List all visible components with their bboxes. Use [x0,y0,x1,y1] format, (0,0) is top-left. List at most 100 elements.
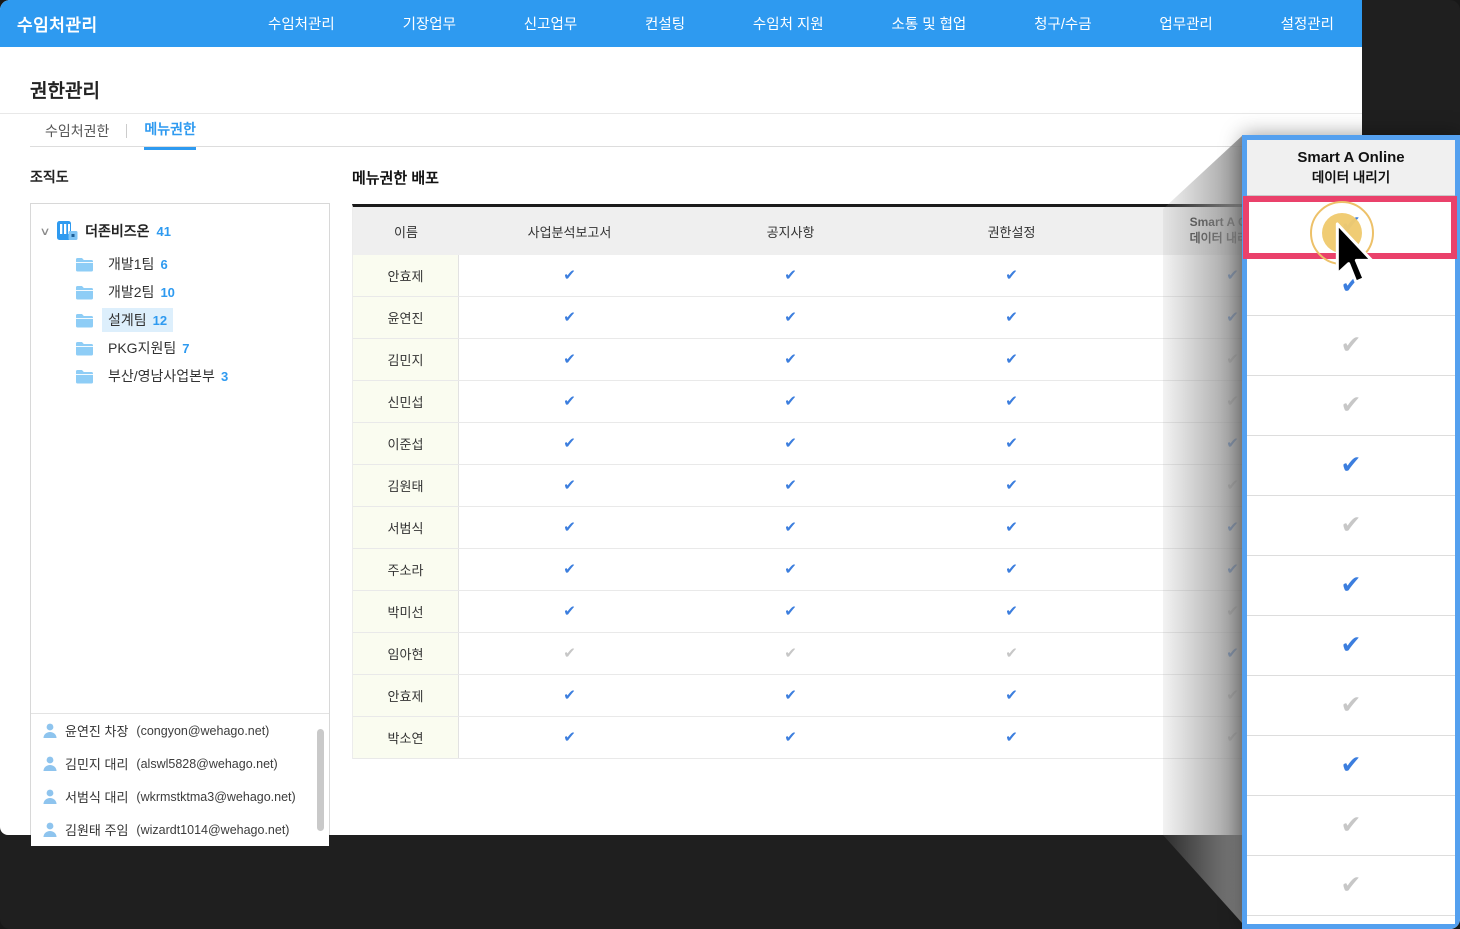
tree-item-team-1[interactable]: 개발2팀 10 [75,277,187,307]
check-icon[interactable]: ✔ [784,603,797,620]
check-icon[interactable]: ✔ [784,435,797,452]
tree-item-count: 7 [182,340,190,356]
check-icon[interactable]: ✔ [1005,477,1018,494]
tree-item-label: 개발1팀 [108,256,155,272]
check-icon[interactable]: ✔ [1005,603,1018,620]
check-icon[interactable]: ✔ [1005,393,1018,410]
member-item-0[interactable]: 윤연진 차장 (congyon@wehago.net) [31,714,329,747]
check-icon[interactable]: ✔ [1340,571,1362,599]
check-icon[interactable]: ✔ [563,603,576,620]
check-icon[interactable]: ✔ [563,561,576,578]
person-icon [43,789,57,804]
chevron-down-icon[interactable]: ∨ [39,225,51,238]
check-icon[interactable]: ✔ [1005,561,1018,578]
check-icon[interactable]: ✔ [1340,751,1362,779]
check-icon[interactable]: ✔ [1340,451,1362,479]
check-icon[interactable]: ✔ [1005,309,1018,326]
check-icon[interactable]: ✔ [1005,687,1018,704]
check-icon[interactable]: ✔ [1005,267,1018,284]
check-icon[interactable]: ✔ [1005,729,1018,746]
check-icon[interactable]: ✔ [784,267,797,284]
permission-cell: ✔ [680,339,901,380]
tree-item-team-4[interactable]: 부산/영남사업본부 3 [75,361,240,391]
check-icon[interactable]: ✔ [1340,871,1362,899]
employee-name: 안효제 [353,255,459,296]
check-icon[interactable]: ✔ [1340,691,1362,719]
check-icon[interactable]: ✔ [1340,511,1362,539]
nav-menu: 수임처관리 기장업무 신고업무 컨설팅 수임처 지원 소통 및 협업 청구/수금 업무관리 설정… [262,0,1340,47]
check-icon[interactable]: ✔ [784,351,797,368]
check-icon[interactable]: ✔ [784,519,797,536]
magnifier-row-2: ✔ [1247,316,1455,376]
page-title: 권한관리 [30,81,100,102]
check-icon[interactable]: ✔ [563,729,576,746]
permission-cell: ✔ [680,591,901,632]
check-icon[interactable]: ✔ [784,477,797,494]
check-icon[interactable]: ✔ [784,645,797,662]
check-icon[interactable]: ✔ [563,435,576,452]
check-icon[interactable]: ✔ [1340,631,1362,659]
employee-name: 안효제 [353,675,459,716]
column-header-1: 사업분석보고서 [527,224,612,240]
permission-cell: ✔ [901,675,1122,716]
check-icon[interactable]: ✔ [784,309,797,326]
member-item-3[interactable]: 김원태 주임 (wizardt1014@wehago.net) [31,813,329,846]
member-item-1[interactable]: 김민지 대리 (alswl5828@wehago.net) [31,747,329,780]
permission-cell: ✔ [901,507,1122,548]
member-item-2[interactable]: 서범식 대리 (wkrmstktma3@wehago.net) [31,780,329,813]
check-icon[interactable]: ✔ [1005,351,1018,368]
permission-cell: ✔ [459,423,680,464]
tree-root-label: 더존비즈온 [85,223,150,239]
permission-cell: ✔ [680,549,901,590]
check-icon[interactable]: ✔ [784,687,797,704]
check-icon[interactable]: ✔ [563,687,576,704]
app-window: 수임처관리 수임처관리 기장업무 신고업무 컨설팅 수임처 지원 소통 및 협업 청구/수금… [0,0,1362,846]
column-header-0: 이름 [394,224,418,240]
permission-cell: ✔ [459,591,680,632]
check-icon[interactable]: ✔ [563,477,576,494]
magnifier-row-9: ✔ [1247,736,1455,796]
nav-item-4[interactable]: 수임처 지원 [752,17,824,33]
tree-root-node[interactable]: ∨ 더존비즈온 41 [39,221,171,241]
tree-item-count: 12 [152,312,168,328]
check-icon[interactable]: ✔ [1005,645,1018,662]
nav-item-6[interactable]: 청구/수금 [1034,17,1092,33]
permission-cell: ✔ [459,675,680,716]
check-icon[interactable]: ✔ [1340,331,1362,359]
tree-item-team-3[interactable]: PKG지원팀 7 [75,333,201,363]
magnifier-row-6: ✔ [1247,556,1455,616]
check-icon[interactable]: ✔ [563,519,576,536]
check-icon[interactable]: ✔ [784,561,797,578]
check-icon[interactable]: ✔ [1005,519,1018,536]
nav-item-0[interactable]: 수임처관리 [268,17,335,33]
check-icon[interactable]: ✔ [784,393,797,410]
permission-cell: ✔ [459,255,680,296]
brand-title[interactable]: 수임처관리 [17,16,98,35]
permission-cell: ✔ [459,465,680,506]
nav-item-1[interactable]: 기장업무 [402,17,456,33]
member-list-scrollbar[interactable] [317,729,324,831]
permission-cell: ✔ [901,423,1122,464]
permission-cell: ✔ [680,633,901,674]
check-icon[interactable]: ✔ [1340,391,1362,419]
tree-root-count: 41 [156,223,171,239]
tree-item-team-0[interactable]: 개발1팀 6 [75,249,180,279]
nav-item-5[interactable]: 소통 및 협업 [891,17,967,33]
tree-item-count: 10 [160,284,175,300]
nav-item-7[interactable]: 업무관리 [1159,17,1213,33]
check-icon[interactable]: ✔ [1340,811,1362,839]
check-icon[interactable]: ✔ [563,309,576,326]
check-icon[interactable]: ✔ [563,351,576,368]
tree-item-team-2[interactable]: 설계팀 12 [75,305,179,335]
nav-item-2[interactable]: 신고업무 [523,17,578,33]
check-icon[interactable]: ✔ [784,729,797,746]
tab-client-permission[interactable]: 수임처권한 [45,122,110,139]
check-icon[interactable]: ✔ [1005,435,1018,452]
nav-item-8[interactable]: 설정관리 [1280,17,1334,33]
tab-menu-permission[interactable]: 메뉴권한 [144,119,196,150]
nav-item-3[interactable]: 컨설팅 [645,17,686,33]
check-icon[interactable]: ✔ [563,267,576,284]
check-icon[interactable]: ✔ [563,393,576,410]
check-icon[interactable]: ✔ [563,645,576,662]
